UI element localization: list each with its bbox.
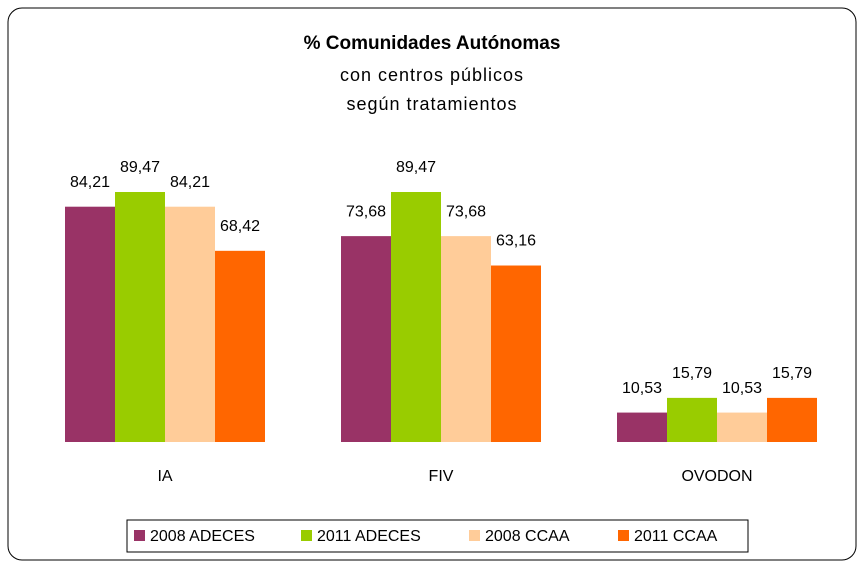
legend-swatch bbox=[469, 530, 480, 541]
chart-subtitle: según tratamientos bbox=[346, 94, 517, 114]
bar bbox=[165, 206, 215, 442]
chart-title: % Comunidades Autónomas bbox=[304, 33, 561, 54]
bar bbox=[491, 265, 541, 442]
bar bbox=[441, 236, 491, 442]
data-label: 89,47 bbox=[120, 159, 160, 176]
legend-box bbox=[126, 519, 749, 553]
data-label: 68,42 bbox=[220, 218, 260, 235]
data-label: 84,21 bbox=[170, 174, 210, 191]
x-tick-label: FIV bbox=[429, 468, 454, 485]
bar bbox=[717, 412, 767, 442]
bar bbox=[391, 192, 441, 442]
x-tick-label: IA bbox=[157, 468, 172, 485]
legend-label: 2008 CCAA bbox=[485, 528, 570, 545]
chart-subtitle: con centros públicos bbox=[340, 65, 524, 85]
legend-swatch bbox=[301, 530, 312, 541]
bar bbox=[767, 397, 817, 442]
bar bbox=[115, 192, 165, 442]
legend-label: 2008 ADECES bbox=[150, 528, 255, 545]
legend-swatch bbox=[618, 530, 629, 541]
data-label: 89,47 bbox=[396, 159, 436, 176]
data-label: 73,68 bbox=[346, 203, 386, 220]
bar bbox=[215, 250, 265, 442]
data-label: 10,53 bbox=[622, 380, 662, 397]
x-tick-label: OVODON bbox=[681, 468, 752, 485]
data-label: 15,79 bbox=[772, 365, 812, 382]
legend-label: 2011 ADECES bbox=[317, 528, 421, 545]
legend-label: 2011 CCAA bbox=[634, 528, 718, 545]
bar bbox=[341, 236, 391, 442]
bar bbox=[617, 412, 667, 442]
bar bbox=[667, 397, 717, 442]
bar bbox=[65, 206, 115, 442]
data-label: 63,16 bbox=[496, 233, 536, 250]
legend-swatch bbox=[134, 530, 145, 541]
data-label: 84,21 bbox=[70, 174, 110, 191]
data-label: 15,79 bbox=[672, 365, 712, 382]
data-label: 10,53 bbox=[722, 380, 762, 397]
data-label: 73,68 bbox=[446, 203, 486, 220]
